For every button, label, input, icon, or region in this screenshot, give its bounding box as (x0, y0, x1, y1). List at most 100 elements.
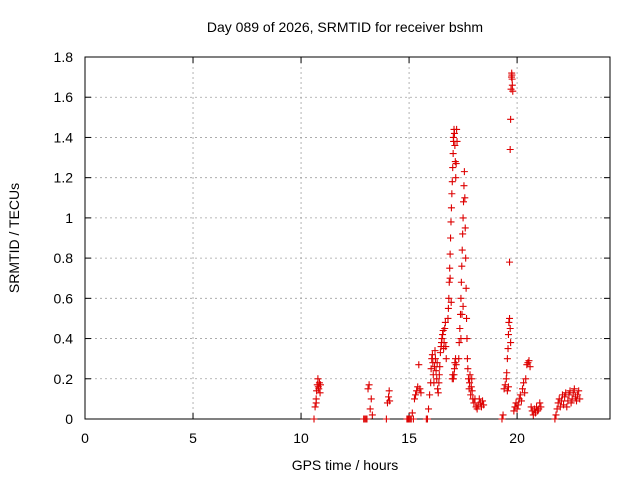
data-point-marker (557, 397, 565, 405)
data-point-marker (504, 383, 512, 391)
data-point-marker (445, 294, 453, 302)
data-point-marker (311, 403, 319, 411)
grid-lines (85, 57, 610, 419)
x-tick-label: 15 (401, 430, 417, 446)
data-point-marker (450, 365, 458, 373)
data-point-marker (499, 411, 507, 419)
data-point-marker (468, 387, 476, 395)
data-point-marker (441, 325, 449, 332)
data-point-marker (408, 409, 416, 417)
data-point-marker (417, 389, 425, 397)
x-tick-label: 10 (293, 430, 309, 446)
data-point-marker (442, 343, 450, 351)
data-point-marker (431, 355, 439, 363)
plot-frame (84, 56, 611, 420)
data-point-marker (509, 87, 517, 95)
data-point-marker (446, 274, 454, 282)
data-point-marker (574, 391, 582, 399)
data-point-marker (448, 178, 456, 186)
data-point-marker (470, 399, 478, 407)
data-point-marker (434, 385, 442, 393)
y-axis-tick-labels: 0 0.2 0.4 0.6 0.8 1 1.2 1.4 1.6 1.8 (54, 49, 74, 427)
data-point-marker (451, 141, 459, 149)
data-point-marker (445, 278, 453, 286)
data-point-marker (467, 391, 475, 399)
y-tick-label: 0.4 (54, 331, 74, 347)
data-point-marker (457, 278, 465, 286)
data-point-marker (452, 361, 460, 369)
x-axis-tick-labels: 0 5 10 15 20 (81, 430, 525, 446)
x-tick-label: 20 (509, 430, 525, 446)
y-tick-label: 1.4 (54, 129, 74, 145)
data-point-marker (466, 379, 474, 387)
data-point-marker (459, 214, 467, 222)
data-point-marker (502, 375, 510, 383)
data-point-marker (462, 284, 470, 292)
data-point-marker (462, 254, 470, 262)
data-point-marker (444, 314, 452, 322)
data-point-marker (310, 415, 318, 423)
data-point-marker (479, 397, 487, 405)
data-point-marker (458, 246, 466, 254)
data-point-marker (514, 401, 522, 409)
data-point-marker (450, 129, 458, 137)
data-point-marker (569, 389, 577, 397)
data-point-marker (364, 385, 372, 393)
data-point-marker (507, 115, 515, 123)
data-point-marker (440, 339, 448, 347)
data-point-marker (449, 375, 457, 383)
data-point-marker (537, 403, 545, 411)
data-point-marker (444, 304, 452, 312)
data-point-marker (457, 294, 465, 302)
y-tick-label: 0 (65, 411, 73, 427)
data-point-marker (410, 395, 418, 403)
data-point-marker (506, 314, 514, 322)
data-point-marker (452, 174, 460, 182)
data-point-marker (561, 393, 569, 401)
data-point-marker (466, 371, 474, 379)
data-point-marker (503, 369, 511, 377)
data-point-marker (463, 314, 471, 322)
data-point-marker (365, 381, 373, 389)
data-point-marker (423, 415, 431, 423)
data-point-marker (441, 318, 449, 326)
data-point-marker (567, 399, 575, 407)
data-point-marker (468, 375, 476, 383)
data-point-marker (435, 379, 443, 387)
data-point-marker (449, 133, 457, 141)
data-point-marker (447, 218, 455, 226)
data-point-marker (459, 302, 467, 310)
data-point-marker (525, 357, 533, 365)
data-point-marker (442, 355, 450, 363)
data-point-marker (386, 397, 394, 405)
data-point-marker (464, 365, 472, 373)
data-point-marker (575, 387, 583, 395)
data-point-marker (426, 391, 434, 399)
data-point-marker (460, 198, 468, 206)
data-point-marker (456, 325, 464, 332)
data-point-marker (447, 298, 455, 306)
data-point-marker (316, 389, 324, 397)
data-point-marker (412, 391, 420, 399)
data-point-marker (517, 397, 525, 405)
data-point-marker (463, 335, 471, 343)
data-point-marker (312, 399, 320, 407)
y-axis-label: SRMTID / TECUs (6, 183, 22, 293)
x-tick-label: 0 (81, 430, 89, 446)
data-point-marker (453, 125, 461, 133)
data-point-marker (498, 415, 506, 423)
data-point-marker (425, 405, 433, 413)
y-tick-label: 1.6 (54, 89, 74, 105)
data-point-marker (458, 262, 466, 270)
data-point-marker (366, 405, 374, 413)
data-point-marker (463, 355, 471, 363)
data-point-marker (446, 264, 454, 272)
data-point-marker (431, 347, 439, 355)
data-point-marker (433, 359, 441, 367)
data-point-marker (521, 389, 529, 397)
data-point-marker (363, 415, 371, 423)
data-point-marker (576, 395, 584, 403)
data-point-marker (505, 318, 513, 326)
data-point-marker (447, 234, 455, 242)
